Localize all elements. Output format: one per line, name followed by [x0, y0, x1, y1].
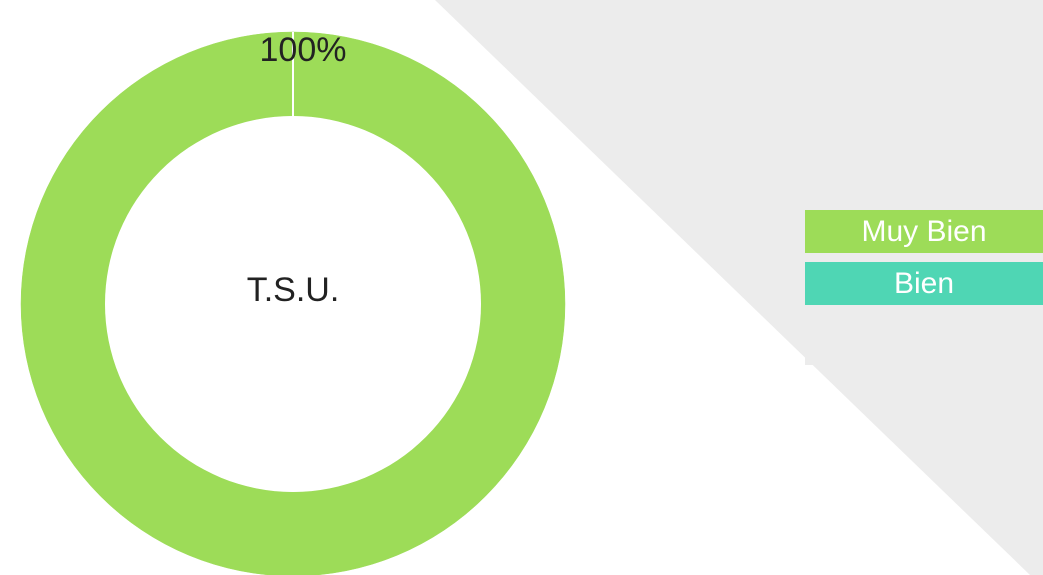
background-shape [435, 0, 1043, 575]
value-label: 100% [260, 31, 347, 69]
legend-label: Muy Bien [861, 215, 986, 248]
legend-label: Bien [894, 267, 954, 300]
legend-swatch [805, 210, 1043, 253]
center-label: T.S.U. [247, 271, 340, 309]
donut-hole [105, 116, 481, 492]
legend-swatch [805, 262, 1043, 305]
